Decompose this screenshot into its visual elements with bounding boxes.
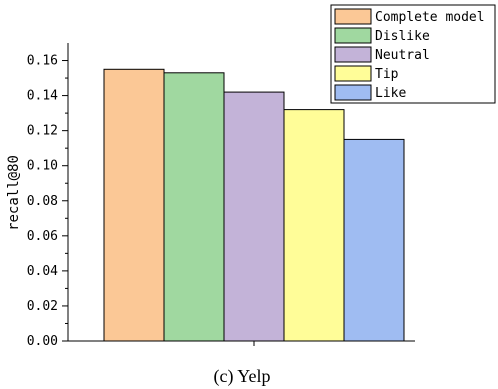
y-tick-label: 0.08	[27, 194, 58, 209]
legend-label: Neutral	[375, 48, 430, 63]
legend-swatch	[334, 27, 372, 44]
y-axis: 0.00 0.02 0.04 0.06 0.08 0.10 0.12 0.14 0.16	[27, 43, 415, 349]
legend-swatch	[334, 84, 372, 101]
legend-swatch	[334, 46, 372, 63]
bar-like	[343, 138, 405, 342]
legend: Complete model Dislike Neutral Tip Like	[330, 4, 496, 104]
legend-label: Complete model	[375, 10, 485, 25]
bar-dislike	[163, 72, 225, 342]
y-tick-label: 0.02	[27, 299, 58, 314]
y-tick-label: 0.16	[27, 54, 58, 69]
legend-label: Like	[375, 86, 406, 101]
y-tick-label: 0.10	[27, 159, 58, 174]
chart-caption: (c) Yelp	[214, 366, 271, 387]
y-tick-label: 0.04	[27, 264, 58, 279]
y-tick-label: 0.14	[27, 89, 58, 104]
legend-swatch	[334, 8, 372, 25]
legend-swatch	[334, 65, 372, 82]
bar-neutral	[223, 91, 285, 342]
legend-label: Tip	[375, 67, 399, 82]
y-tick-label: 0.12	[27, 124, 58, 139]
bar-complete-model	[103, 68, 165, 342]
y-tick-label: 0.06	[27, 229, 58, 244]
y-tick-label: 0.00	[27, 334, 58, 349]
bar-tip	[283, 109, 345, 342]
bars	[103, 68, 405, 346]
legend-label: Dislike	[375, 29, 430, 44]
y-axis-label: recall@80	[6, 155, 22, 231]
